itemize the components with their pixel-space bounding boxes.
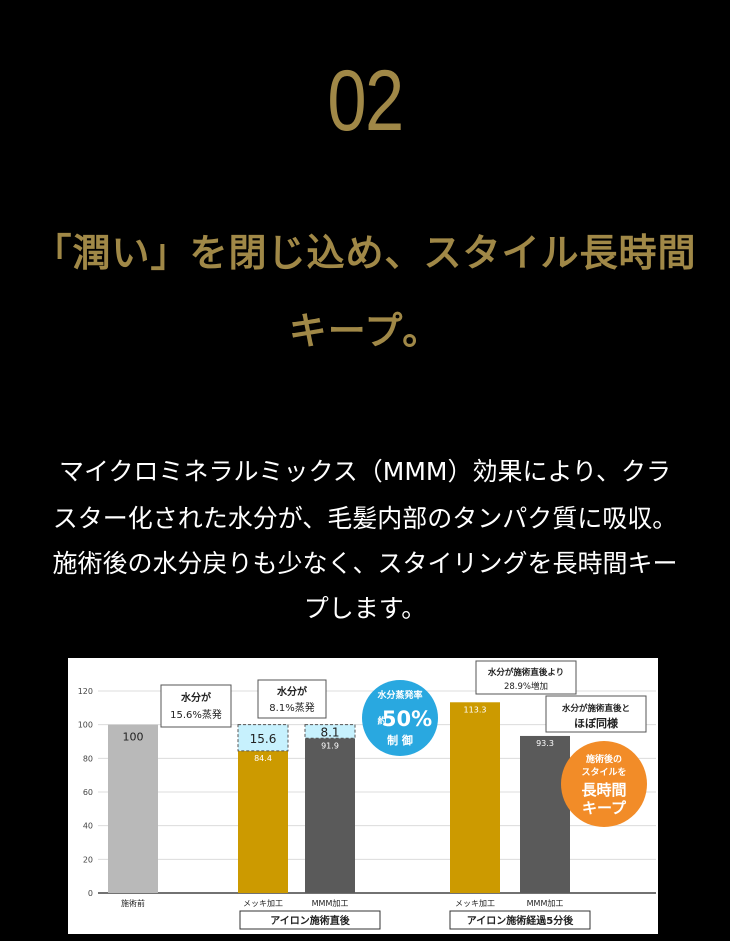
badge-blue-value: 50% bbox=[382, 707, 432, 731]
bar bbox=[520, 735, 570, 893]
badge-blue-line-1: 水分蒸発率 bbox=[377, 689, 422, 701]
callout-increase-line-2: 28.9%増加 bbox=[504, 681, 548, 692]
callout-increase: 水分が施術直後より 28.9%増加 bbox=[475, 660, 577, 695]
callout-increase-line-1: 水分が施術直後より bbox=[487, 667, 564, 678]
callout-mekki-line-2: 15.6%蒸発 bbox=[170, 708, 222, 721]
callout-mmm-line-2: 8.1%蒸発 bbox=[269, 701, 314, 714]
group-label-immediately-text: アイロン施術直後 bbox=[270, 914, 350, 927]
chart-bars: 100 施術前 84.4 15.6 メッキ加工 91.9 8.1 MMM加工 113.3 メッキ加… bbox=[108, 702, 570, 908]
y-tick-label: 0 bbox=[88, 889, 93, 898]
evaporation-segment bbox=[237, 724, 289, 752]
category-label: MMM加工 bbox=[527, 898, 564, 908]
bar bbox=[305, 738, 355, 893]
description-line-2: スター化された水分が、毛髪内部のタンパク質に吸収。 bbox=[52, 504, 678, 533]
callout-mekki-line-1: 水分が bbox=[180, 691, 212, 704]
badge-blue-line-3: 制 御 bbox=[387, 733, 413, 747]
bar bbox=[108, 724, 158, 893]
y-tick-label: 100 bbox=[78, 721, 93, 730]
category-label: メッキ加工 bbox=[243, 898, 283, 908]
callout-same: 水分が施術直後と ほぼ同様 bbox=[545, 695, 647, 733]
callout-same-line-1: 水分が施術直後と bbox=[561, 703, 630, 714]
headline-line-1: 「潤い」を閉じ込め、スタイル長時間 bbox=[33, 231, 697, 275]
bar-value-label: 113.3 bbox=[464, 705, 487, 714]
moisture-chart: 0 20 40 60 80 100 120 100 施術前 84.4 15.6 メッキ加工 91.9 8… bbox=[68, 658, 658, 934]
long-keep-badge: 施術後の スタイルを 長時間 キープ bbox=[561, 741, 647, 827]
badge-orange-line-2: スタイルを bbox=[581, 766, 626, 778]
description-line-3: 施術後の水分戻りも少なく、スタイリングを長時間キー bbox=[52, 549, 678, 578]
category-label: MMM加工 bbox=[312, 898, 349, 908]
bar-value-label: 84.4 bbox=[254, 754, 272, 763]
evaporation-label: 15.6 bbox=[250, 732, 277, 746]
callout-mmm-line-1: 水分が bbox=[276, 685, 308, 698]
description-line-1: マイクロミネラルミックス（MMM）効果により、クラ bbox=[59, 457, 671, 486]
callout-mekki-evaporation: 水分が 15.6%蒸発 bbox=[160, 684, 232, 728]
chart-svg: 0 20 40 60 80 100 120 100 施術前 84.4 15.6 メッキ加工 91.9 8… bbox=[78, 660, 656, 930]
bar-value-label: 91.9 bbox=[321, 741, 339, 750]
category-label: メッキ加工 bbox=[455, 898, 495, 908]
bar-value-label: 100 bbox=[123, 731, 144, 744]
description-line-4: プします。 bbox=[303, 594, 427, 623]
callout-same-line-2: ほぼ同様 bbox=[574, 716, 619, 730]
bar bbox=[238, 750, 288, 893]
category-label: 施術前 bbox=[121, 898, 145, 908]
group-label-after-5min-text: アイロン施術経過5分後 bbox=[467, 914, 574, 927]
y-tick-label: 120 bbox=[78, 687, 93, 696]
evaporation-segment bbox=[304, 724, 356, 739]
y-tick-label: 60 bbox=[83, 788, 93, 797]
badge-orange-line-4: キープ bbox=[582, 799, 627, 817]
evaporation-control-badge: 水分蒸発率 約 50% 制 御 bbox=[362, 680, 438, 756]
bar bbox=[450, 702, 500, 893]
callout-mmm-evaporation: 水分が 8.1%蒸発 bbox=[257, 679, 327, 719]
badge-blue-prefix: 約 bbox=[377, 715, 386, 727]
evaporation-label: 8.1 bbox=[320, 725, 339, 739]
y-tick-label: 20 bbox=[83, 855, 93, 864]
badge-orange-line-1: 施術後の bbox=[586, 753, 622, 765]
headline-line-2: キープ。 bbox=[288, 309, 442, 353]
bar-value-label: 93.3 bbox=[536, 739, 554, 748]
y-tick-label: 80 bbox=[83, 754, 93, 763]
badge-orange-line-3: 長時間 bbox=[581, 781, 626, 799]
group-label-after-5min: アイロン施術経過5分後 bbox=[449, 910, 591, 930]
y-tick-label: 40 bbox=[83, 822, 93, 831]
section-number: 02 bbox=[327, 53, 404, 149]
group-label-immediately: アイロン施術直後 bbox=[239, 910, 381, 930]
